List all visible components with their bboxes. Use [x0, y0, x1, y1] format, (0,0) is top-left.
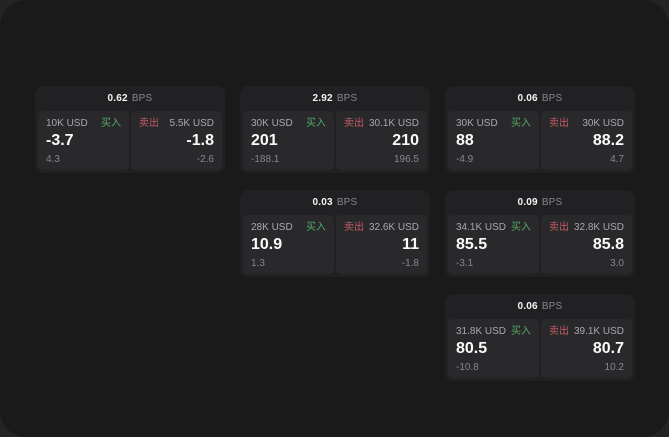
bps-value: 0.62: [107, 93, 128, 104]
sell-label: 卖出: [344, 222, 364, 233]
buy-label: 买入: [511, 222, 531, 233]
bps-unit-label: BPS: [336, 93, 358, 104]
bps-unit-label: BPS: [541, 197, 563, 208]
quote-card-body: 30K USD 买入 88 -4.9 卖出 30K USD 88.2 4.7: [445, 111, 635, 173]
bps-value: 0.09: [517, 197, 538, 208]
quote-card-body: 10K USD 买入 -3.7 4.3 卖出 5.5K USD -1.8 -2.…: [35, 111, 225, 173]
bps-unit-label: BPS: [131, 93, 153, 104]
quote-card-body: 30K USD 买入 201 -188.1 卖出 30.1K USD 210 1…: [240, 111, 430, 173]
quote-card: 0.62 BPS 10K USD 买入 -3.7 4.3 卖出 5.5K USD: [35, 86, 225, 173]
buy-panel[interactable]: 10K USD 买入 -3.7 4.3: [38, 111, 129, 170]
sell-notional: 30K USD: [582, 118, 624, 129]
buy-price: 201: [251, 132, 278, 149]
quote-card: 0.09 BPS 34.1K USD 买入 85.5 -3.1 卖出 32.8K…: [445, 190, 635, 277]
buy-label: 买入: [101, 118, 121, 129]
sell-delta: -2.6: [196, 154, 214, 165]
buy-panel[interactable]: 28K USD 买入 10.9 1.3: [243, 215, 334, 274]
sell-delta: 196.5: [393, 154, 419, 165]
quote-card: 2.92 BPS 30K USD 买入 201 -188.1 卖出 30.1K …: [240, 86, 430, 173]
buy-delta: -10.8: [456, 362, 479, 373]
sell-label: 卖出: [549, 118, 569, 129]
buy-price: 10.9: [251, 236, 283, 253]
buy-delta: -3.1: [456, 258, 474, 269]
sell-panel[interactable]: 卖出 32.6K USD 11 -1.8: [336, 215, 427, 274]
buy-price: 85.5: [456, 236, 488, 253]
sell-delta: -1.8: [401, 258, 419, 269]
quote-card-body: 31.8K USD 买入 80.5 -10.8 卖出 39.1K USD 80.…: [445, 319, 635, 381]
sell-delta: 10.2: [604, 362, 624, 373]
buy-price: 80.5: [456, 340, 488, 357]
quote-card-body: 28K USD 买入 10.9 1.3 卖出 32.6K USD 11 -1.8: [240, 215, 430, 277]
sell-price: 88.2: [592, 132, 624, 149]
quote-card: 0.03 BPS 28K USD 买入 10.9 1.3 卖出 32.6K US…: [240, 190, 430, 277]
sell-notional: 32.6K USD: [368, 222, 419, 233]
sell-panel[interactable]: 卖出 30.1K USD 210 196.5: [336, 111, 427, 170]
sell-notional: 30.1K USD: [368, 118, 419, 129]
sell-panel[interactable]: 卖出 39.1K USD 80.7 10.2: [541, 319, 632, 378]
sell-label: 卖出: [549, 326, 569, 337]
sell-price: 85.8: [592, 236, 624, 253]
bps-value: 0.06: [517, 93, 538, 104]
bps-header: 2.92 BPS: [240, 86, 430, 111]
sell-price: 11: [402, 236, 419, 253]
sell-price: 80.7: [592, 340, 624, 357]
bps-unit-label: BPS: [336, 197, 358, 208]
quote-card-body: 34.1K USD 买入 85.5 -3.1 卖出 32.8K USD 85.8…: [445, 215, 635, 277]
buy-notional: 28K USD: [251, 222, 293, 233]
sell-price: -1.8: [186, 132, 214, 149]
buy-notional: 10K USD: [46, 118, 88, 129]
buy-notional: 30K USD: [251, 118, 293, 129]
sell-panel[interactable]: 卖出 5.5K USD -1.8 -2.6: [131, 111, 222, 170]
sell-label: 卖出: [344, 118, 364, 129]
buy-panel[interactable]: 30K USD 买入 201 -188.1: [243, 111, 334, 170]
buy-price: 88: [456, 132, 474, 149]
sell-notional: 32.8K USD: [573, 222, 624, 233]
sell-notional: 39.1K USD: [573, 326, 624, 337]
sell-panel[interactable]: 卖出 30K USD 88.2 4.7: [541, 111, 632, 170]
sell-delta: 4.7: [610, 154, 624, 165]
buy-delta: 4.3: [46, 154, 60, 165]
quote-grid: 0.62 BPS 10K USD 买入 -3.7 4.3 卖出 5.5K USD: [35, 86, 635, 381]
bps-value: 0.03: [312, 197, 333, 208]
buy-notional: 30K USD: [456, 118, 498, 129]
buy-delta: -4.9: [456, 154, 474, 165]
buy-panel[interactable]: 31.8K USD 买入 80.5 -10.8: [448, 319, 539, 378]
bps-value: 2.92: [312, 93, 333, 104]
buy-delta: 1.3: [251, 258, 265, 269]
sell-label: 卖出: [139, 118, 159, 129]
buy-delta: -188.1: [251, 154, 280, 165]
bps-header: 0.06 BPS: [445, 86, 635, 111]
buy-panel[interactable]: 30K USD 买入 88 -4.9: [448, 111, 539, 170]
quote-card: 0.06 BPS 31.8K USD 买入 80.5 -10.8 卖出 39.1…: [445, 294, 635, 381]
buy-label: 买入: [511, 326, 531, 337]
buy-label: 买入: [511, 118, 531, 129]
sell-notional: 5.5K USD: [169, 118, 214, 129]
buy-label: 买入: [306, 118, 326, 129]
bps-header: 0.06 BPS: [445, 294, 635, 319]
sell-label: 卖出: [549, 222, 569, 233]
quote-card: 0.06 BPS 30K USD 买入 88 -4.9 卖出 30K USD: [445, 86, 635, 173]
bps-header: 0.62 BPS: [35, 86, 225, 111]
bps-header: 0.09 BPS: [445, 190, 635, 215]
sell-panel[interactable]: 卖出 32.8K USD 85.8 3.0: [541, 215, 632, 274]
bps-unit-label: BPS: [541, 93, 563, 104]
buy-notional: 31.8K USD: [456, 326, 507, 337]
sell-delta: 3.0: [610, 258, 624, 269]
buy-price: -3.7: [46, 132, 74, 149]
buy-panel[interactable]: 34.1K USD 买入 85.5 -3.1: [448, 215, 539, 274]
bps-unit-label: BPS: [541, 301, 563, 312]
bps-header: 0.03 BPS: [240, 190, 430, 215]
sell-price: 210: [392, 132, 419, 149]
bps-value: 0.06: [517, 301, 538, 312]
buy-notional: 34.1K USD: [456, 222, 507, 233]
buy-label: 买入: [306, 222, 326, 233]
